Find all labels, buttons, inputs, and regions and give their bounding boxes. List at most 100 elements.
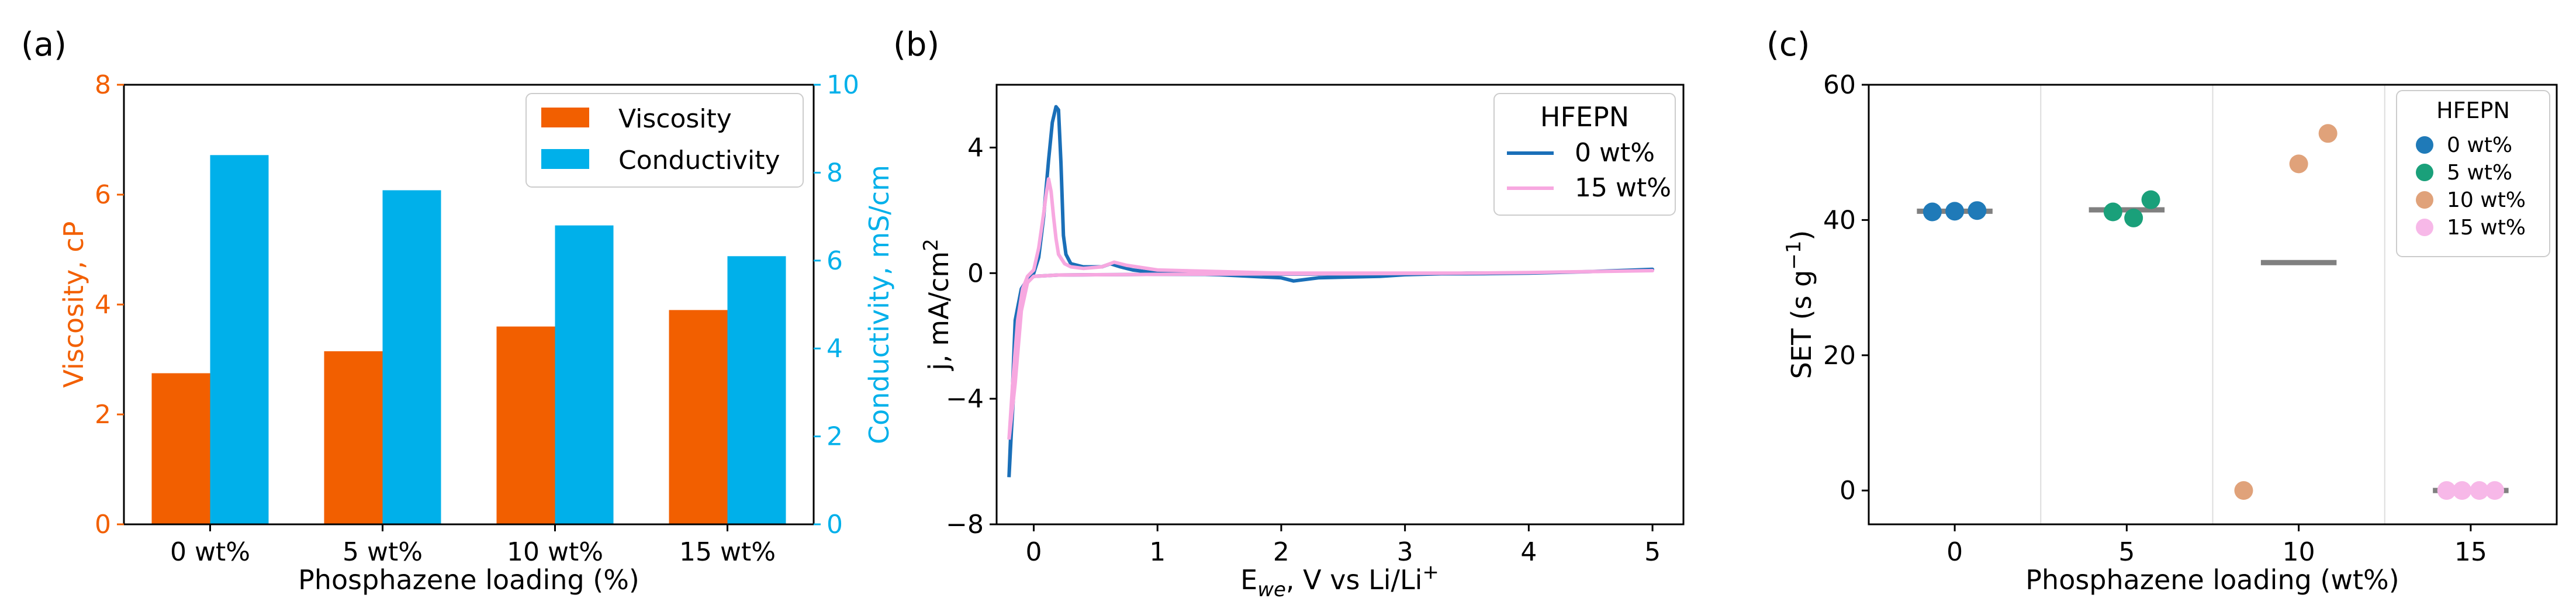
- panel-a-left-ticks: 0 2 4 6 8: [95, 70, 124, 540]
- legend-label-15wt: 15 wt%: [1575, 173, 1671, 203]
- set-point-2-2: [2318, 124, 2338, 143]
- panel-b-legend-title: HFEPN: [1540, 101, 1629, 133]
- panel-c-legend-title: HFEPN: [2436, 98, 2510, 123]
- panel-c-y-ticks: 0 20 40 60: [1823, 70, 1869, 506]
- set-point-1-2: [2141, 190, 2160, 209]
- panel-b-x-ticks: 0 1 2 3 4 5: [1026, 524, 1661, 567]
- panel-b-x-axis-label-main: E: [1240, 564, 1257, 596]
- panel-a-right-tick: 4: [827, 334, 843, 364]
- panel-c-y-axis-label-end: ): [1786, 230, 1817, 241]
- panel-b: (b) −8 −4 0 4 0 1 2 3 4 5 Ewe, V vs Li/Li+ j, mA…: [893, 26, 1685, 601]
- set-point-3-0: [2437, 481, 2456, 500]
- panel-b-label: (b): [893, 26, 939, 64]
- panel-a-right-tick: 0: [827, 510, 843, 540]
- panel-c-y-tick: 40: [1823, 205, 1856, 235]
- bar-viscosity-2: [496, 326, 555, 524]
- panel-c-y-tick: 20: [1823, 341, 1856, 371]
- panel-c-x-axis-label: Phosphazene loading (wt%): [2025, 564, 2399, 596]
- bar-viscosity-3: [669, 310, 728, 524]
- legend-label-0wt: 0 wt%: [1575, 138, 1655, 168]
- panel-a-left-tick: 2: [95, 400, 111, 430]
- panel-b-legend-box: [1493, 93, 1676, 216]
- legend-label-c-0wt: 0 wt%: [2447, 133, 2512, 157]
- panel-c-y-axis-label-sup: −1: [1782, 241, 1806, 270]
- legend-marker-0wt: [2416, 136, 2433, 154]
- panel-a-x-tick: 5 wt%: [343, 537, 423, 567]
- panel-b-y-axis-label: j, mA/cm2: [919, 238, 955, 371]
- set-point-1-1: [2124, 208, 2143, 227]
- panel-b-x-tick: 4: [1520, 537, 1537, 567]
- panel-b-legend: HFEPN 0 wt% 15 wt%: [1493, 93, 1676, 216]
- cv-line-1: [1007, 177, 1655, 440]
- panel-a-left-tick: 8: [95, 70, 111, 100]
- panel-c-x-tick: 0: [1946, 537, 1963, 567]
- panel-b-x-tick: 1: [1149, 537, 1166, 567]
- legend-label-viscosity: Viscosity: [618, 104, 732, 134]
- panel-a-x-ticks: 0 wt% 5 wt% 10 wt% 15 wt%: [170, 524, 776, 567]
- panel-c-y-axis-label: SET (s g−1): [1782, 230, 1817, 379]
- legend-label-c-5wt: 5 wt%: [2447, 161, 2512, 185]
- set-point-0-1: [1945, 202, 1965, 221]
- panel-c-label: (c): [1766, 26, 1810, 64]
- set-point-0-0: [1923, 202, 1942, 222]
- bar-conductivity-0: [210, 155, 269, 524]
- legend-label-c-15wt: 15 wt%: [2447, 216, 2526, 240]
- panel-a-x-tick: 10 wt%: [507, 537, 603, 567]
- set-point-1-0: [2103, 202, 2122, 222]
- panel-b-x-tick: 0: [1026, 537, 1042, 567]
- panel-c-y-tick: 0: [1839, 476, 1856, 506]
- panel-c-legend-box: [2396, 90, 2550, 257]
- set-point-3-2: [2470, 481, 2489, 500]
- bar-viscosity-1: [324, 351, 383, 524]
- panel-b-x-tick: 3: [1397, 537, 1413, 567]
- panel-c-legend: HFEPN 0 wt% 5 wt% 10 wt% 15 wt%: [2396, 90, 2550, 257]
- panel-c-x-tick: 10: [2283, 537, 2315, 567]
- panel-a-right-axis-label: Conductivity, mS/cm: [863, 165, 895, 444]
- legend-label-c-10wt: 10 wt%: [2447, 188, 2526, 212]
- panel-c-frame: [1868, 84, 2558, 525]
- panel-a-bars: [151, 155, 786, 525]
- legend-label-conductivity: Conductivity: [618, 146, 780, 175]
- panel-a-left-tick: 0: [95, 510, 111, 540]
- panel-a-legend-box: [525, 93, 804, 188]
- panel-b-lines: [1007, 105, 1655, 478]
- bar-conductivity-1: [382, 190, 441, 525]
- panel-a-right-tick: 8: [827, 158, 843, 188]
- panel-c-points: [1923, 124, 2505, 500]
- panel-b-x-axis-label-sup: +: [1422, 561, 1439, 584]
- panel-b-x-tick: 5: [1644, 537, 1661, 567]
- bar-conductivity-2: [555, 225, 614, 524]
- legend-marker-15wt: [2416, 219, 2433, 236]
- set-point-2-0: [2234, 481, 2253, 500]
- panel-a-left-tick: 4: [95, 290, 111, 320]
- panel-b-x-axis-label-sub: we: [1257, 578, 1286, 601]
- set-point-3-1: [2453, 481, 2472, 500]
- panel-b-y-tick: 4: [967, 133, 984, 162]
- panel-b-y-tick: 0: [967, 258, 984, 288]
- legend-marker-5wt: [2416, 164, 2433, 181]
- set-point-0-2: [1968, 201, 1987, 220]
- panel-c: (c) 0 20 40 60 0 5 10 15 Phosphazene loading (…: [1766, 26, 2558, 596]
- panel-c-x-tick: 5: [2118, 537, 2135, 567]
- panel-a-right-ticks: 0 2 4 6 8 10: [814, 70, 859, 540]
- panel-a-x-tick: 15 wt%: [679, 537, 776, 567]
- panel-c-separators: [2040, 85, 2385, 524]
- panel-c-x-tick: 15: [2454, 537, 2487, 567]
- panel-b-x-axis-label-rest: , V vs Li/Li: [1286, 564, 1422, 596]
- legend-swatch-viscosity: [541, 108, 589, 127]
- panel-b-y-ticks: −8 −4 0 4: [946, 133, 997, 540]
- panel-a: (a) 0 2 4 6 8 0 2 4 6 8 10 0 wt% 5 wt% 10 wt% 15 wt%…: [21, 26, 895, 596]
- panel-b-y-tick: −4: [946, 384, 984, 414]
- panel-a-label: (a): [21, 26, 67, 64]
- panel-a-left-tick: 6: [95, 180, 111, 210]
- panel-c-y-axis-label-main: SET (s g: [1786, 270, 1817, 379]
- bar-viscosity-0: [151, 373, 210, 524]
- bar-conductivity-3: [727, 256, 786, 524]
- panel-a-right-tick: 10: [827, 70, 859, 100]
- panel-a-x-axis-label: Phosphazene loading (%): [298, 564, 639, 596]
- panel-b-y-tick: −8: [946, 510, 984, 540]
- panel-b-x-tick: 2: [1273, 537, 1289, 567]
- set-point-3-3: [2485, 481, 2505, 500]
- panel-c-y-tick: 60: [1823, 70, 1856, 100]
